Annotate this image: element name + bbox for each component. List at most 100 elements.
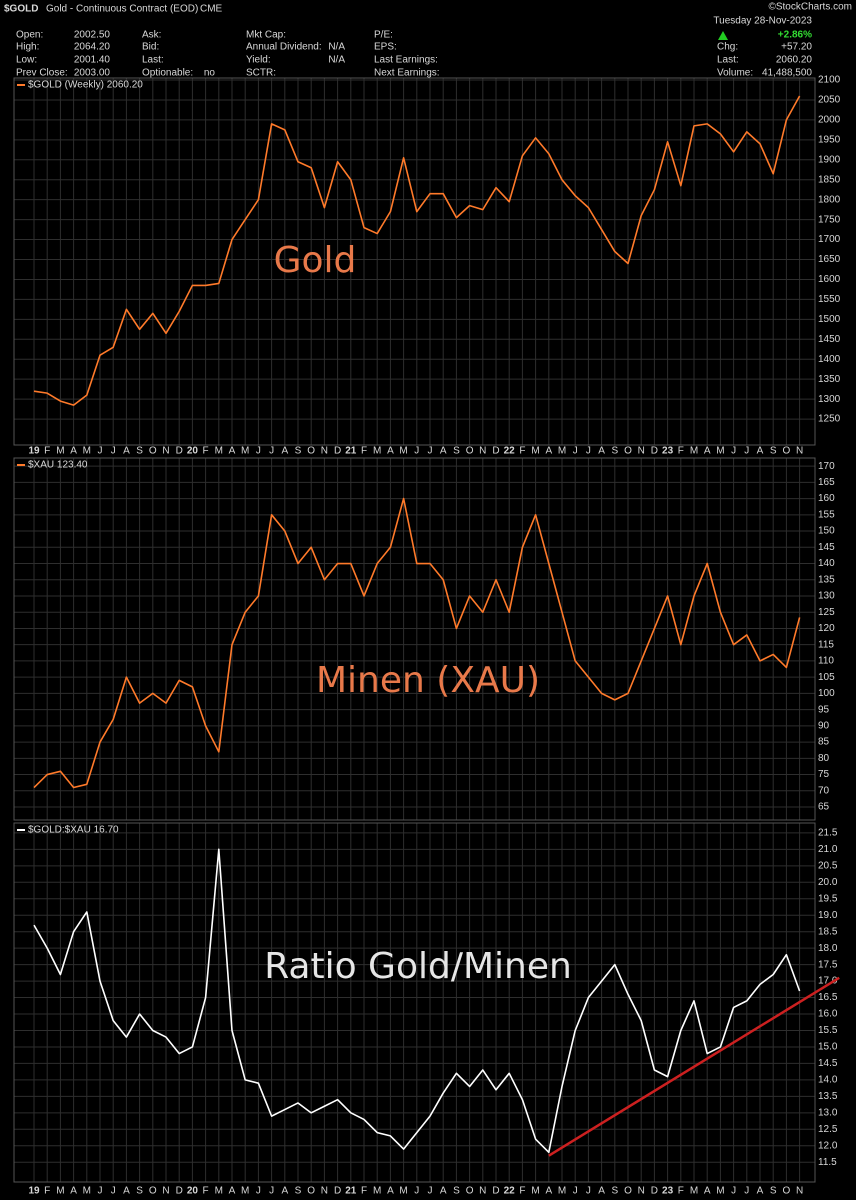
quote-label: Volume: xyxy=(717,68,753,79)
field-label: Mkt Cap: xyxy=(246,30,286,41)
x-tick-label: J xyxy=(428,446,433,457)
x-tick-label: N xyxy=(162,446,169,457)
x-tick-label: 22 xyxy=(504,446,516,457)
x-tick-label: F xyxy=(203,446,209,457)
x-tick-label: D xyxy=(492,1186,499,1197)
panel-border xyxy=(13,77,816,446)
x-tick-label: M xyxy=(83,1186,91,1197)
x-tick-label: M xyxy=(83,446,91,457)
field-label: Bid: xyxy=(142,42,159,53)
y-tick-label: 85 xyxy=(818,737,830,748)
x-tick-label: N xyxy=(162,1186,169,1197)
y-tick-label: 12.0 xyxy=(818,1140,838,1151)
field-value: no xyxy=(204,68,216,79)
x-tick-label: J xyxy=(586,1186,591,1197)
quote-value: +57.20 xyxy=(781,42,812,53)
y-tick-label: 16.5 xyxy=(818,992,838,1003)
y-tick-label: 75 xyxy=(818,769,830,780)
x-tick-label: A xyxy=(440,446,447,457)
y-tick-label: 12.5 xyxy=(818,1124,838,1135)
y-tick-label: 1900 xyxy=(818,154,841,165)
x-tick-label: J xyxy=(731,1186,736,1197)
panel-border xyxy=(13,822,816,1183)
field-label: EPS: xyxy=(374,42,397,53)
x-tick-label: F xyxy=(678,1186,684,1197)
x-tick-label: S xyxy=(136,446,143,457)
y-tick-label: 15.5 xyxy=(818,1025,838,1036)
y-tick-label: 155 xyxy=(818,509,835,520)
y-tick-label: 14.0 xyxy=(818,1075,838,1086)
y-tick-label: 18.5 xyxy=(818,926,838,937)
x-tick-label: M xyxy=(56,446,64,457)
x-tick-label: M xyxy=(558,1186,566,1197)
x-tick-label: O xyxy=(149,1186,157,1197)
x-tick-label: N xyxy=(479,446,486,457)
y-tick-label: 21.5 xyxy=(818,828,838,839)
field-label: P/E: xyxy=(374,30,393,41)
y-tick-label: 105 xyxy=(818,672,835,683)
x-tick-label: J xyxy=(573,1186,578,1197)
y-tick-label: 13.0 xyxy=(818,1107,838,1118)
field-label: Open: xyxy=(16,30,43,41)
x-tick-label: J xyxy=(744,1186,749,1197)
x-tick-label: F xyxy=(361,446,367,457)
change-pct: +2.86% xyxy=(778,30,812,41)
x-tick-label: A xyxy=(70,1186,77,1197)
y-tick-label: 16.0 xyxy=(818,1009,838,1020)
description: Gold - Continuous Contract (EOD) xyxy=(46,4,198,15)
x-tick-label: J xyxy=(269,1186,274,1197)
x-tick-label: M xyxy=(241,1186,249,1197)
y-tick-label: 170 xyxy=(818,461,835,472)
y-tick-label: 1650 xyxy=(818,254,841,265)
x-tick-label: S xyxy=(611,446,618,457)
x-tick-label: S xyxy=(770,446,777,457)
x-tick-label: S xyxy=(770,1186,777,1197)
x-tick-label: F xyxy=(44,446,50,457)
field-value: N/A xyxy=(328,42,345,53)
x-tick-label: M xyxy=(399,446,407,457)
x-tick-label: S xyxy=(295,446,302,457)
y-tick-label: 1300 xyxy=(818,394,841,405)
y-tick-label: 1600 xyxy=(818,274,841,285)
x-tick-label: N xyxy=(321,1186,328,1197)
x-tick-label: J xyxy=(256,446,261,457)
x-tick-label: J xyxy=(111,446,116,457)
x-tick-label: A xyxy=(387,1186,394,1197)
y-tick-label: 14.5 xyxy=(818,1058,838,1069)
x-tick-label: A xyxy=(387,446,394,457)
x-tick-label: A xyxy=(229,446,236,457)
y-tick-label: 150 xyxy=(818,526,835,537)
field-value: 2002.50 xyxy=(74,30,111,41)
x-tick-label: S xyxy=(136,1186,143,1197)
x-tick-label: A xyxy=(123,1186,130,1197)
legend-text: $GOLD:$XAU 16.70 xyxy=(28,825,119,836)
x-tick-label: A xyxy=(281,1186,288,1197)
y-tick-label: 110 xyxy=(818,656,834,667)
x-tick-label: 23 xyxy=(662,446,674,457)
x-tick-label: A xyxy=(598,1186,605,1197)
y-tick-label: 2100 xyxy=(818,75,841,86)
quote-label: Chg: xyxy=(717,42,738,53)
x-tick-label: O xyxy=(149,446,157,457)
x-tick-label: O xyxy=(466,446,474,457)
y-tick-label: 80 xyxy=(818,753,830,764)
annotation: Minen (XAU) xyxy=(316,660,540,701)
x-tick-label: M xyxy=(373,1186,381,1197)
x-tick-label: 20 xyxy=(187,1186,199,1197)
x-tick-label: J xyxy=(256,1186,261,1197)
y-tick-label: 1500 xyxy=(818,314,841,325)
y-tick-label: 1950 xyxy=(818,134,841,145)
y-tick-label: 20.5 xyxy=(818,860,838,871)
field-label: SCTR: xyxy=(246,68,276,79)
x-tick-label: D xyxy=(651,446,658,457)
y-tick-label: 135 xyxy=(818,574,835,585)
y-tick-label: 145 xyxy=(818,542,835,553)
y-tick-label: 120 xyxy=(818,623,835,634)
field-label: Optionable: xyxy=(142,68,193,79)
x-tick-label: D xyxy=(334,446,341,457)
x-tick-label: N xyxy=(638,446,645,457)
series-line xyxy=(33,497,801,789)
panel-border xyxy=(13,457,816,821)
